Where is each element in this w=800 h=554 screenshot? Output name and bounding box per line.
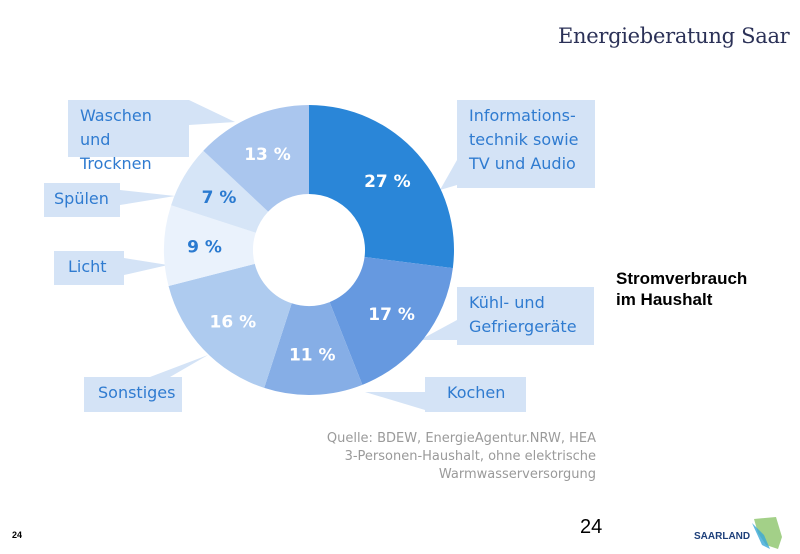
donut-slice	[264, 302, 363, 395]
side-title-line-2: im Haushalt	[616, 290, 713, 309]
callout-pointer	[189, 100, 235, 125]
callout-pointer	[120, 190, 175, 205]
source-line-1: Quelle: BDEW, EnergieAgentur.NRW, HEA	[326, 431, 596, 446]
callout-label: Licht	[54, 251, 124, 285]
callout-label: Waschen und Trocknen	[68, 100, 189, 173]
logo-text: SAARLAND	[694, 531, 751, 542]
callout-label: Sonstiges	[84, 377, 182, 412]
slice-value-label: 11 %	[289, 345, 336, 365]
slice-value-label: 17 %	[368, 305, 415, 325]
donut-slice	[168, 263, 292, 388]
callout-pointer	[124, 258, 168, 275]
saarland-logo: SAARLAND	[694, 515, 784, 551]
side-title: Stromverbrauch im Haushalt	[616, 268, 747, 310]
slice-value-label: 13 %	[244, 145, 291, 165]
callout-label: Kühl- und Gefriergeräte	[457, 287, 594, 345]
callout-pointer	[365, 392, 425, 410]
callout-pointer	[420, 320, 457, 340]
callout-label: Spülen	[44, 183, 120, 217]
donut-slice	[203, 105, 309, 212]
page-number: 24	[580, 516, 603, 538]
donut-slice	[309, 105, 454, 269]
donut-slice	[163, 205, 256, 287]
callout-pointer	[440, 160, 457, 190]
source-note: Quelle: BDEW, EnergieAgentur.NRW, HEA 3-…	[200, 430, 596, 484]
side-title-line-1: Stromverbrauch	[616, 269, 748, 288]
callout-label: Informations- technik sowie TV und Audio	[457, 100, 595, 188]
slice-value-label: 9 %	[187, 238, 222, 258]
slice-value-label: 7 %	[202, 188, 237, 208]
slice-value-label: 16 %	[210, 313, 257, 333]
page-number-small: 24	[12, 530, 23, 540]
callout-label: Kochen	[425, 377, 526, 412]
donut-slice	[171, 150, 269, 233]
brand-title: Energieberatung Saar	[558, 24, 790, 48]
callout-pointer	[150, 355, 208, 377]
source-line-2: 3-Personen-Haushalt, ohne elektrische Wa…	[344, 449, 596, 482]
donut-slice	[329, 257, 453, 385]
slice-value-label: 27 %	[364, 172, 411, 192]
